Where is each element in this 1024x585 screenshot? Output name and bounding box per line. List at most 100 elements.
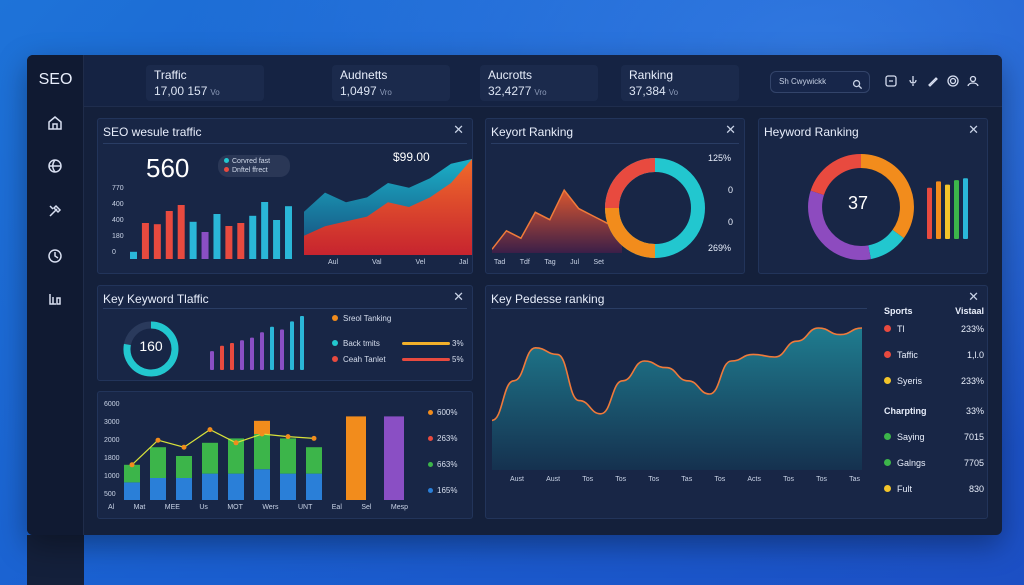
legend-dot [332,315,338,321]
y-axis: 770 400 400 180 0 [112,185,132,265]
x-tick: Eal [331,504,342,511]
table-header: Sports Vistaal [884,306,984,316]
legend-item: Dnftel ffrect [224,167,268,174]
pen-icon[interactable] [926,74,940,88]
row-dot [884,325,891,332]
bar [290,321,294,370]
gauge-fill [123,321,179,377]
home-icon[interactable] [45,113,65,133]
panel-title: Key Pedesse ranking [491,292,605,306]
tall-bar [384,416,404,500]
panel-title: SEO wesule traffic [103,125,202,139]
x-tick: Mesp [390,504,408,511]
close-icon[interactable]: ✕ [453,122,464,137]
bar [280,329,284,370]
bar [250,337,254,370]
stat-card-audnetts[interactable]: Audnetts 1,0497 Vro [332,65,450,101]
user-icon[interactable] [966,74,980,88]
x-tick: Tas [681,476,693,483]
x-tick: Jal [459,259,468,266]
stat-value: 37,384 Vo [629,84,679,98]
ranking-area-chart [492,327,862,470]
kr-x-axis: Tad Tdf Tag Jul Set [494,259,604,266]
traffic-area-chart [304,159,472,255]
ranking-x-axis: Aust Aust Tos Tos Tos Tas Tos Acts Tos T… [510,476,860,483]
stat-card-aucrotts[interactable]: Aucrotts 32,4277 Vro [480,65,598,101]
bar [213,214,221,259]
panel-key-keyword-traffic: Key Keyword Tlaffic ✕ 160 Sreol Tanking … [97,285,473,381]
area-line [492,327,862,422]
tools-icon[interactable] [45,201,65,221]
y-tick: 1800 [104,455,120,462]
donut-slice [860,154,914,239]
area-series [492,190,622,253]
globe-icon[interactable] [45,156,65,176]
x-tick: Al [108,504,115,511]
trend-point [233,440,239,446]
panel-title: Keyort Ranking [491,125,574,139]
keyort-donut [605,158,705,258]
legend-bar [402,342,450,345]
row-dot [884,433,891,440]
heyword-donut [808,154,914,260]
search-input[interactable]: Sh Cwywickk [770,71,870,93]
table-header: Charpting 33% [884,406,984,416]
tall-bar [346,416,366,500]
right-label: 0 [728,185,734,195]
reports-icon[interactable] [45,289,65,309]
donut-arc-orange [605,207,656,258]
bell-icon[interactable] [884,74,898,88]
gear-icon[interactable] [946,74,960,88]
x-tick: Us [199,504,208,511]
close-icon[interactable]: ✕ [453,289,464,304]
sidebar: SEO [27,55,84,535]
row-dot [884,485,891,492]
legend-dot [428,488,433,493]
stat-label: Traffic [154,68,187,82]
y-tick: 400 [112,201,124,208]
panel-stacked-chart: 6000 3000 2000 1800 1000 500 Al Mat MEE … [97,391,473,519]
legend-row: Ceah Tanlet [332,355,386,364]
bar [177,205,185,259]
x-tick: Vel [415,259,426,266]
area-line [492,188,622,250]
stat-label: Ranking [629,68,674,82]
top-bar: Traffic 17,00 157 Vo Audnetts 1,0497 Vro A… [84,55,1002,107]
legend-dot [428,410,433,415]
stat-label: Audnetts [340,68,388,82]
x-tick: Tas [849,476,860,483]
close-icon[interactable]: ✕ [968,289,979,304]
divider [491,308,867,309]
bar [153,224,161,259]
clock-icon[interactable] [45,246,65,266]
close-icon[interactable]: ✕ [725,122,736,137]
x-tick: Jul [570,259,580,266]
right-label: 269% [708,243,732,253]
mic-icon[interactable] [906,74,920,88]
y-tick: 400 [112,217,124,224]
x-tick: Wers [262,504,279,511]
bar [230,343,234,370]
divider [103,308,467,309]
right-label: 0 [728,217,734,227]
y-tick: 1000 [104,473,120,480]
stat-card-traffic[interactable]: Traffic 17,00 157 Vo [146,65,264,101]
bar [225,226,233,259]
keyword-gauge [123,321,179,377]
legend-row: Back tmits [332,339,380,348]
table-row: Galngs 7705 [884,458,984,468]
x-tick: Aul [328,259,339,266]
bar [165,211,173,259]
bar [240,340,244,370]
trend-point [155,437,161,443]
stat-card-ranking[interactable]: Ranking 37,384 Vo [621,65,739,101]
x-tick: Tos [648,476,660,483]
bar [249,215,257,259]
bar [270,326,274,370]
divider [491,143,739,144]
panel-title: Heyword Ranking [764,125,859,139]
trend-point [285,434,291,440]
legend-pill: Corvred fast Dnftel ffrect [218,155,290,177]
close-icon[interactable]: ✕ [968,122,979,137]
legend-row: 663% [428,452,457,478]
